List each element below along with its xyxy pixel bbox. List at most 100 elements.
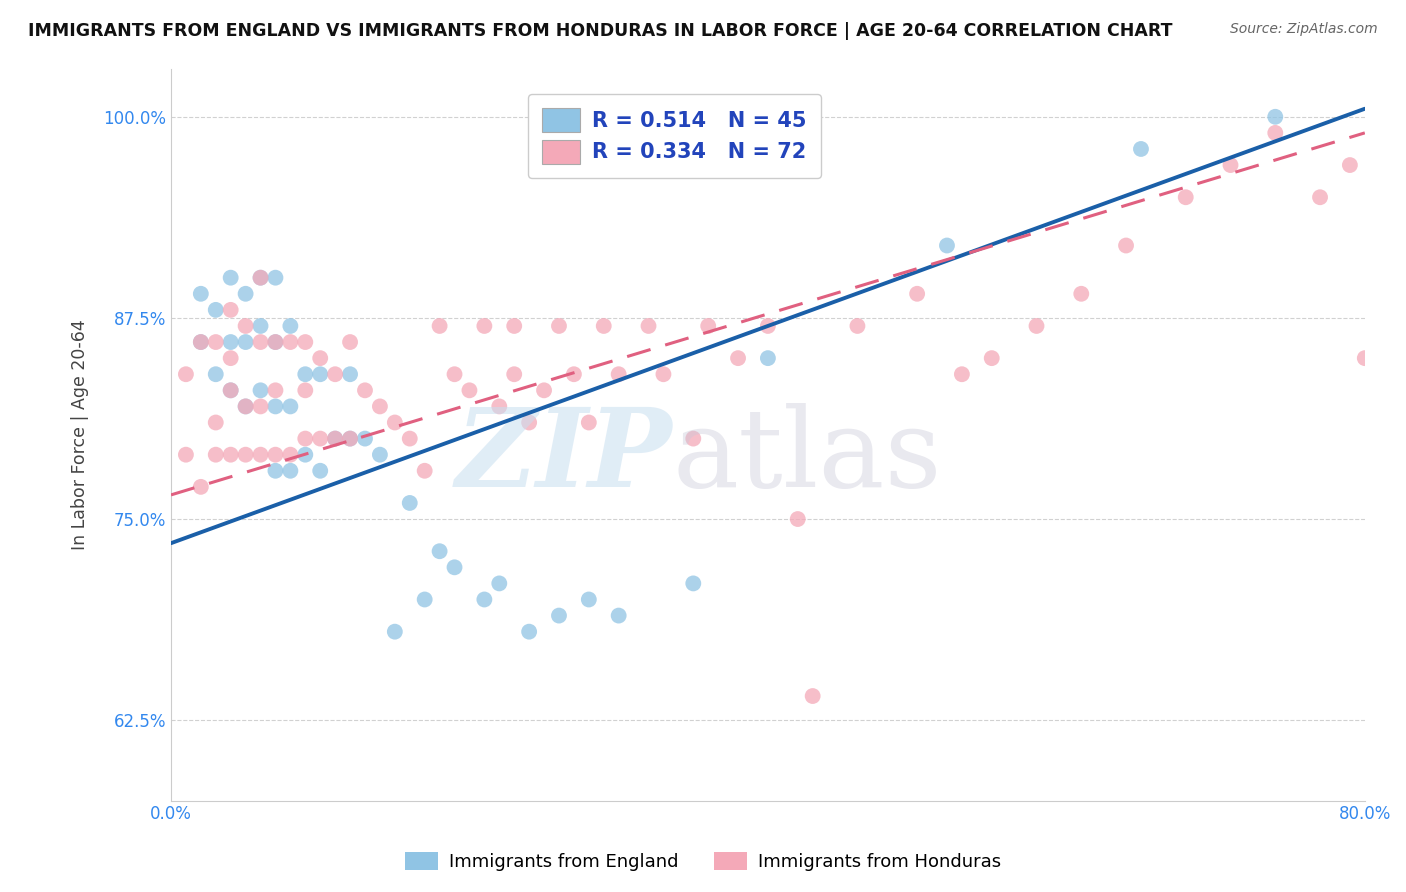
- Point: [1174, 190, 1197, 204]
- Point: [1070, 286, 1092, 301]
- Point: [280, 464, 302, 478]
- Text: IMMIGRANTS FROM ENGLAND VS IMMIGRANTS FROM HONDURAS IN LABOR FORCE | AGE 20-64 C: IMMIGRANTS FROM ENGLAND VS IMMIGRANTS FR…: [28, 22, 1173, 40]
- Point: [368, 448, 391, 462]
- Point: [264, 448, 287, 462]
- Point: [219, 302, 242, 317]
- Point: [474, 318, 496, 333]
- Point: [1354, 351, 1376, 366]
- Point: [219, 334, 242, 349]
- Point: [219, 384, 242, 398]
- Text: Source: ZipAtlas.com: Source: ZipAtlas.com: [1230, 22, 1378, 37]
- Point: [264, 400, 287, 414]
- Point: [280, 334, 302, 349]
- Point: [235, 400, 257, 414]
- Point: [249, 270, 271, 285]
- Point: [204, 302, 226, 317]
- Point: [219, 270, 242, 285]
- Point: [264, 270, 287, 285]
- Point: [517, 624, 540, 639]
- Point: [264, 464, 287, 478]
- Point: [398, 496, 420, 510]
- Point: [309, 432, 332, 446]
- Point: [354, 384, 377, 398]
- Legend: R = 0.514   N = 45, R = 0.334   N = 72: R = 0.514 N = 45, R = 0.334 N = 72: [527, 94, 821, 178]
- Point: [384, 624, 406, 639]
- Point: [756, 318, 779, 333]
- Point: [249, 270, 271, 285]
- Point: [339, 432, 361, 446]
- Point: [801, 689, 824, 703]
- Point: [474, 592, 496, 607]
- Text: atlas: atlas: [672, 403, 942, 510]
- Point: [190, 334, 212, 349]
- Point: [204, 334, 226, 349]
- Point: [294, 448, 316, 462]
- Point: [682, 576, 704, 591]
- Point: [607, 368, 630, 382]
- Point: [174, 448, 197, 462]
- Point: [323, 432, 346, 446]
- Point: [264, 334, 287, 349]
- Point: [354, 432, 377, 446]
- Point: [1264, 110, 1286, 124]
- Point: [309, 464, 332, 478]
- Point: [503, 368, 526, 382]
- Point: [294, 368, 316, 382]
- Point: [280, 448, 302, 462]
- Point: [323, 368, 346, 382]
- Point: [488, 576, 510, 591]
- Point: [1339, 158, 1361, 172]
- Point: [190, 480, 212, 494]
- Point: [264, 334, 287, 349]
- Point: [204, 448, 226, 462]
- Point: [235, 334, 257, 349]
- Point: [368, 400, 391, 414]
- Point: [384, 416, 406, 430]
- Point: [339, 432, 361, 446]
- Point: [1130, 142, 1153, 156]
- Point: [846, 318, 869, 333]
- Point: [905, 286, 928, 301]
- Point: [190, 286, 212, 301]
- Point: [190, 334, 212, 349]
- Point: [249, 400, 271, 414]
- Point: [1309, 190, 1331, 204]
- Point: [936, 238, 959, 252]
- Point: [786, 512, 808, 526]
- Point: [235, 448, 257, 462]
- Point: [533, 384, 555, 398]
- Point: [235, 318, 257, 333]
- Point: [1025, 318, 1047, 333]
- Point: [219, 351, 242, 366]
- Point: [1115, 238, 1137, 252]
- Point: [398, 432, 420, 446]
- Point: [517, 416, 540, 430]
- Point: [280, 318, 302, 333]
- Point: [980, 351, 1002, 366]
- Text: ZIP: ZIP: [456, 403, 672, 510]
- Point: [682, 432, 704, 446]
- Point: [950, 368, 973, 382]
- Point: [413, 464, 436, 478]
- Point: [562, 368, 585, 382]
- Point: [219, 384, 242, 398]
- Point: [219, 448, 242, 462]
- Point: [756, 351, 779, 366]
- Point: [235, 286, 257, 301]
- Point: [339, 368, 361, 382]
- Point: [607, 608, 630, 623]
- Point: [413, 592, 436, 607]
- Point: [294, 384, 316, 398]
- Point: [652, 368, 675, 382]
- Point: [235, 400, 257, 414]
- Point: [204, 416, 226, 430]
- Point: [1264, 126, 1286, 140]
- Point: [578, 416, 600, 430]
- Point: [488, 400, 510, 414]
- Point: [280, 400, 302, 414]
- Point: [429, 544, 451, 558]
- Point: [174, 368, 197, 382]
- Point: [294, 334, 316, 349]
- Point: [264, 384, 287, 398]
- Point: [443, 368, 465, 382]
